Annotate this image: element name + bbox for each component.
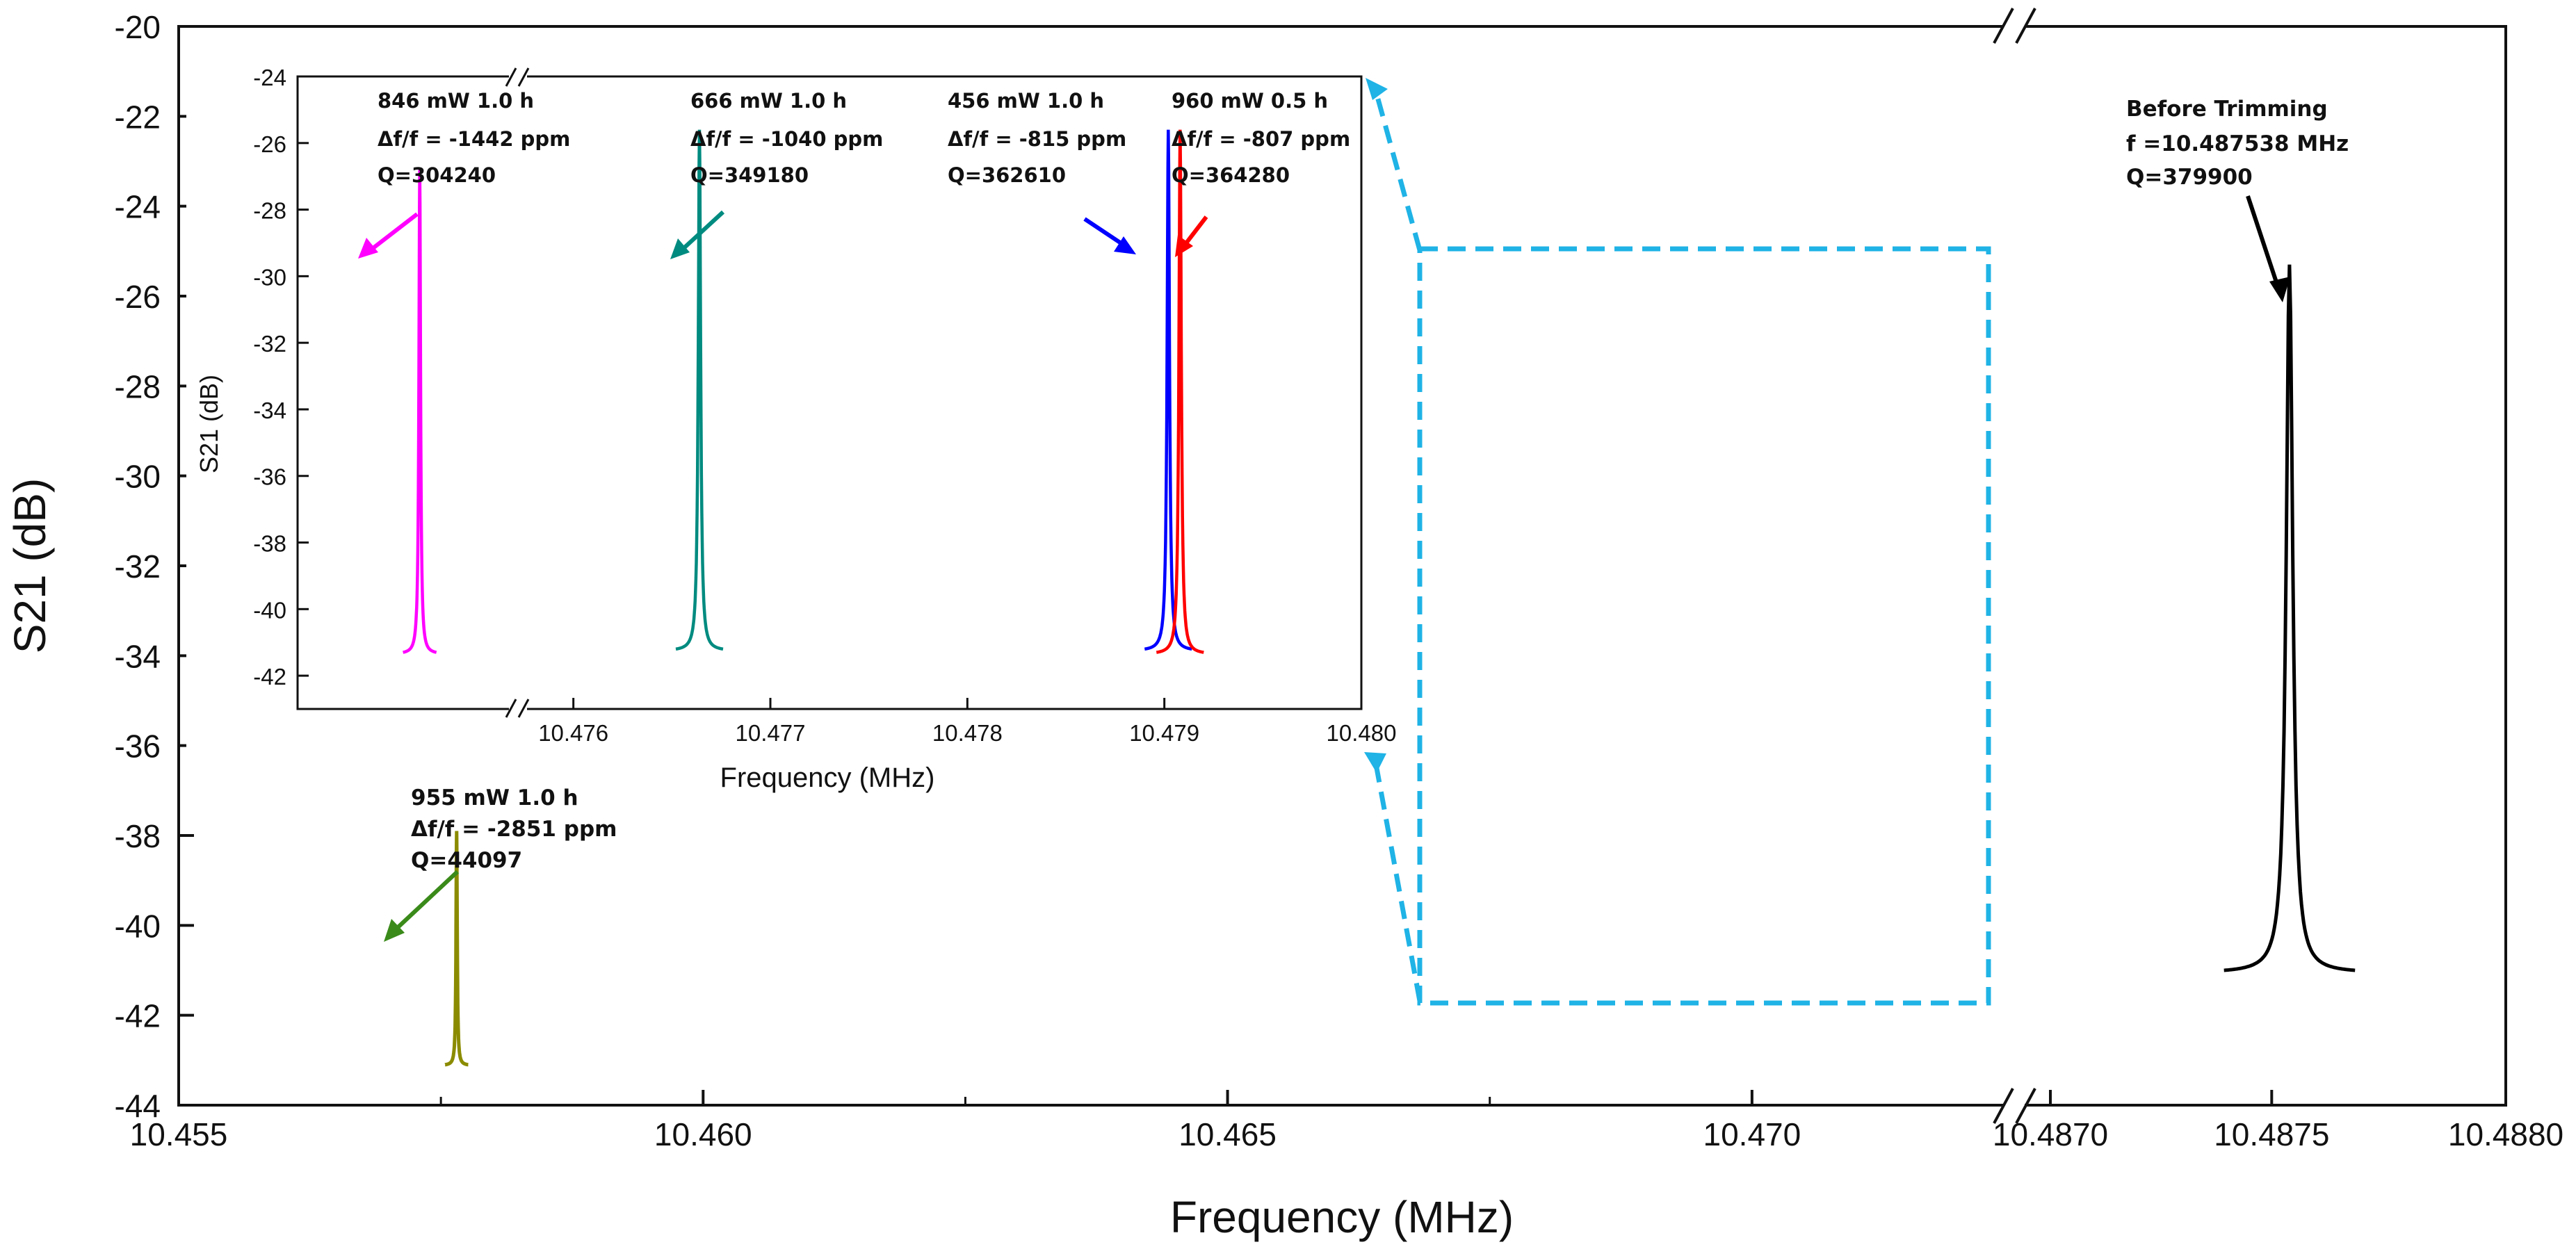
inset-x-axis-ticks: 10.476 10.477 10.478 10.479 10.480	[538, 698, 1396, 746]
x-tick-label: 10.470	[1703, 1116, 1801, 1152]
inset-y-tick-label: -36	[253, 464, 286, 490]
annotation-line: Q=304240	[378, 163, 496, 187]
annotation-666mw: 666 mW 1.0 h Δf/f = -1040 ppm Q=349180	[670, 89, 883, 259]
inset-y-axis-ticks: -24 -26 -28 -30 -32 -34 -36 -38 -40 -42	[253, 65, 309, 690]
x-tick-label: 10.460	[654, 1116, 752, 1152]
inset-x-axis-label: Frequency (MHz)	[720, 762, 935, 793]
main-y-axis-label: S21 (dB)	[5, 478, 55, 654]
series-line-before-trimming	[2223, 264, 2356, 972]
main-y-axis-ticks: -20 -22 -24 -26 -28 -30 -32 -34 -36 -38 -40 -42 -44	[115, 9, 194, 1124]
inset-y-tick-label: -30	[253, 264, 286, 290]
annotation-line: 846 mW 1.0 h	[378, 89, 534, 113]
zoom-connector-arrows	[1372, 88, 1423, 1002]
y-tick-label: -42	[115, 998, 161, 1034]
zoom-connector-arrowheads	[1364, 78, 1388, 773]
y-tick-label: -26	[115, 279, 161, 315]
annotation-line: Δf/f = -1442 ppm	[378, 127, 570, 151]
inset-y-tick-label: -34	[253, 398, 286, 423]
arrow-head	[384, 919, 405, 942]
arrow-head	[358, 238, 378, 259]
arrow-head	[670, 238, 690, 259]
annotation-line: Q=44097	[411, 848, 522, 873]
y-tick-label: -24	[115, 189, 161, 225]
inset-series-line-456-mw-1.0-h	[1144, 129, 1192, 651]
annotation-456mw: 456 mW 1.0 h Δf/f = -815 ppm Q=362610	[948, 89, 1136, 254]
arrow-line	[367, 212, 419, 254]
inset-background	[186, 56, 1408, 801]
y-tick-label: -34	[115, 638, 161, 674]
x-tick-label: 10.4875	[2214, 1116, 2329, 1152]
x-tick-label: 10.4870	[1993, 1116, 2108, 1152]
y-tick-label: -28	[115, 368, 161, 405]
inset-series-group	[403, 129, 1204, 654]
annotation-line: Δf/f = -2851 ppm	[411, 817, 617, 842]
annotation-line: Q=349180	[690, 163, 809, 187]
y-tick-label: -44	[115, 1088, 161, 1124]
annotation-line: 960 mW 0.5 h	[1172, 89, 1328, 113]
y-tick-label: -32	[115, 548, 161, 585]
arrow-line	[678, 210, 725, 254]
inset-x-tick-label: 10.479	[1129, 720, 1199, 746]
annotation-846mw: 846 mW 1.0 h Δf/f = -1442 ppm Q=304240	[358, 89, 570, 259]
inset-y-axis-label: S21 (dB)	[195, 375, 223, 473]
main-x-axis-label: Frequency (MHz)	[1170, 1192, 1514, 1242]
annotation-before-trimming: Before Trimming f =10.487538 MHz Q=37990…	[2126, 97, 2349, 302]
arrow-head	[2269, 277, 2290, 302]
arrow-head	[1114, 236, 1136, 254]
annotation-line: Q=362610	[948, 163, 1066, 187]
y-tick-label: -20	[115, 9, 161, 45]
inset-x-tick-label: 10.478	[932, 720, 1003, 746]
inset-x-tick-label: 10.476	[538, 720, 608, 746]
inset-series-line-666-mw-1.0-h	[675, 129, 724, 651]
main-x-axis-ticks: 10.45510.46010.46510.47010.47510.487010.…	[130, 1090, 2563, 1152]
annotation-line: Before Trimming	[2126, 97, 2328, 122]
annotation-line: f =10.487538 MHz	[2126, 131, 2349, 156]
inset-y-tick-label: -38	[253, 531, 286, 557]
annotation-line: Q=379900	[2126, 165, 2253, 190]
inset-y-tick-label: -28	[253, 198, 286, 224]
x-tick-label: 10.465	[1178, 1116, 1277, 1152]
main-axis-break-marks	[1993, 8, 2036, 1124]
annotation-960mw: 960 mW 0.5 h Δf/f = -807 ppm Q=364280	[1172, 89, 1350, 257]
inset-plot-frame	[296, 75, 1363, 710]
inset-y-tick-label: -42	[253, 664, 286, 690]
series-line-955-mw-1.0-h	[444, 831, 469, 1067]
y-tick-label: -30	[115, 459, 161, 495]
annotation-955mw: 955 mW 1.0 h Δf/f = -2851 ppm Q=44097	[384, 785, 617, 942]
annotation-line: Q=364280	[1172, 163, 1290, 187]
arrow-line	[1083, 217, 1128, 249]
annotation-line: 666 mW 1.0 h	[690, 89, 847, 113]
annotation-line: Δf/f = -807 ppm	[1172, 127, 1350, 151]
annotation-line: Δf/f = -815 ppm	[948, 127, 1126, 151]
inset-y-tick-label: -26	[253, 131, 286, 157]
inset-x-tick-label: 10.477	[736, 720, 806, 746]
inset-series-line-960-mw-0.5-h	[1156, 129, 1204, 654]
arrow-line	[2246, 195, 2281, 291]
inset-series-line-846-mw-1.0-h	[403, 170, 437, 654]
x-tick-label: 10.4880	[2448, 1116, 2563, 1152]
inset-y-tick-label: -40	[253, 597, 286, 623]
x-tick-label: 10.455	[130, 1116, 228, 1152]
y-tick-label: -22	[115, 99, 161, 135]
annotation-line: 955 mW 1.0 h	[411, 785, 578, 810]
zoom-region-box	[1417, 246, 1991, 1006]
inset-y-tick-label: -32	[253, 331, 286, 357]
y-tick-label: -36	[115, 728, 161, 765]
annotation-line: 456 mW 1.0 h	[948, 89, 1104, 113]
y-tick-label: -40	[115, 908, 161, 944]
arrow-line	[391, 870, 460, 933]
y-tick-label: -38	[115, 818, 161, 854]
inset-axis-break-marks	[505, 67, 530, 719]
inset-y-tick-label: -24	[253, 65, 286, 90]
annotation-line: Δf/f = -1040 ppm	[690, 127, 883, 151]
inset-x-tick-label: 10.480	[1327, 720, 1397, 746]
arrow-head	[1175, 235, 1193, 257]
main-series-group	[444, 264, 2356, 1067]
